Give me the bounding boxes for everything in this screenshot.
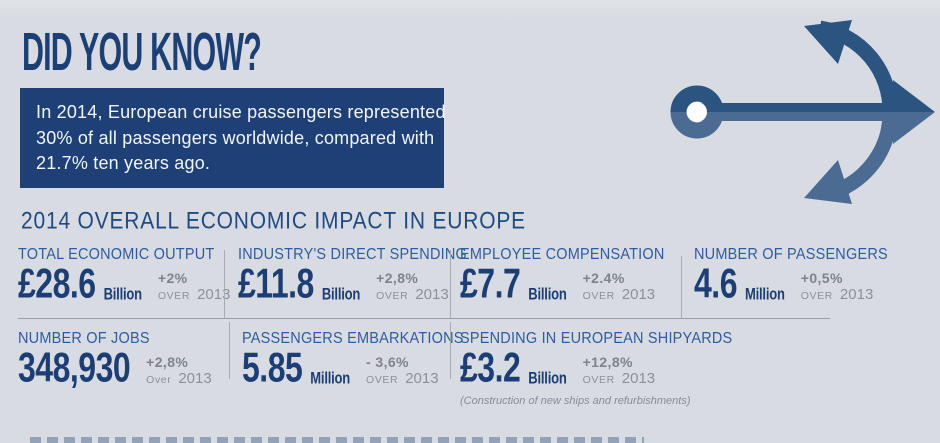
over-year: 2013 [415,286,449,303]
stat-change: +2,8% OVER 2013 [376,270,449,304]
divider [681,256,682,318]
stat-value: £11.8 [238,259,314,307]
stat-label: TOTAL ECONOMIC OUTPUT [18,246,215,264]
stat-number-of-passengers: NUMBER OF PASSENGERS 4.6 Million +0,5% O… [694,246,924,304]
divider [18,318,830,319]
over-label: OVER [376,290,409,302]
over-label: OVER [800,290,833,302]
stat-footnote: (Construction of new ships and refurbish… [460,395,691,407]
stat-value: £3.2 [460,343,521,391]
stat-unit: Billion [528,284,567,304]
stat-unit: Million [310,368,351,388]
callout-line: 30% of all passengers worldwide, compare… [36,127,435,148]
over-year: 2013 [839,286,874,303]
stat-change: +2.4% OVER 2013 [583,270,656,304]
stat-number-of-jobs: NUMBER OF JOBS 348,930 +2,8% Over 2013 [18,330,224,388]
divider [450,322,451,379]
over-label: OVER [157,290,191,302]
stat-change-pct: +12,8% [582,354,633,370]
stat-change: - 3,6% OVER 2013 [366,354,439,388]
over-year: 2013 [405,370,439,387]
over-label: OVER [582,290,615,302]
stat-label: EMPLOYEE COMPENSATION [460,246,665,264]
stat-value: £7.7 [460,259,521,307]
over-label: Over [146,374,172,386]
stat-change-pct: - 3,6% [366,354,409,370]
callout-box: In 2014, European cruise passengers repr… [20,88,446,188]
stat-unit: Million [744,284,785,304]
stat-unit: Billion [321,284,361,304]
divider [450,250,451,318]
stat-industrys-direct-spending: INDUSTRY'S DIRECT SPENDING £11.8 Billion… [238,246,467,307]
stat-change: +0,5% OVER 2013 [801,270,874,304]
over-label: OVER [582,374,615,386]
stat-change: +2,8% Over 2013 [146,354,212,388]
stat-change: +12,8% OVER 2013 [583,354,656,388]
stat-total-economic-output: TOTAL ECONOMIC OUTPUT £28.6 Billion +2% … [18,246,230,307]
stat-value: 5.85 [242,343,303,391]
stat-change-pct: +2,8% [146,354,189,370]
over-year: 2013 [621,370,656,387]
stat-unit: Billion [528,368,567,388]
stat-spending-in-european-shipyards: SPENDING IN EUROPEAN SHIPYARDS £3.2 Bill… [460,330,830,407]
over-label: OVER [366,374,399,386]
cropped-text-strip [30,437,644,443]
stat-employee-compensation: EMPLOYEE COMPENSATION £7.7 Billion +2.4%… [460,246,677,304]
stat-label: INDUSTRY'S DIRECT SPENDING [238,246,467,264]
stat-value: 4.6 [694,259,737,307]
stat-label: PASSENGERS EMBARKATIONS [242,330,464,348]
stat-value: £28.6 [18,259,96,307]
stat-change: +2% OVER 2013 [158,270,231,304]
stat-passengers-embarkations: PASSENGERS EMBARKATIONS 5.85 Million - 3… [242,330,464,391]
divider [229,322,230,379]
anchor-arrows-icon [670,20,935,204]
callout-line: In 2014, European cruise passengers repr… [36,102,446,122]
stat-value: 348,930 [18,343,131,391]
stat-label: SPENDING IN EUROPEAN SHIPYARDS [460,330,733,348]
divider [224,250,225,318]
stat-change-pct: +0,5% [800,270,843,286]
stat-change-pct: +2% [157,270,188,286]
over-year: 2013 [197,286,231,303]
over-year: 2013 [621,286,656,303]
page-title: DID YOU KNOW? [22,23,262,83]
anchor-ring-hole [687,102,707,122]
stat-unit: Billion [103,284,143,304]
callout-line: 21.7% ten years ago. [36,153,211,173]
stat-label: NUMBER OF JOBS [18,330,150,348]
over-year: 2013 [178,370,212,387]
stat-change-pct: +2,8% [376,270,419,286]
section-heading: 2014 OVERALL ECONOMIC IMPACT IN EUROPE [21,208,526,235]
stat-label: NUMBER OF PASSENGERS [694,246,888,264]
stat-change-pct: +2.4% [582,270,625,286]
